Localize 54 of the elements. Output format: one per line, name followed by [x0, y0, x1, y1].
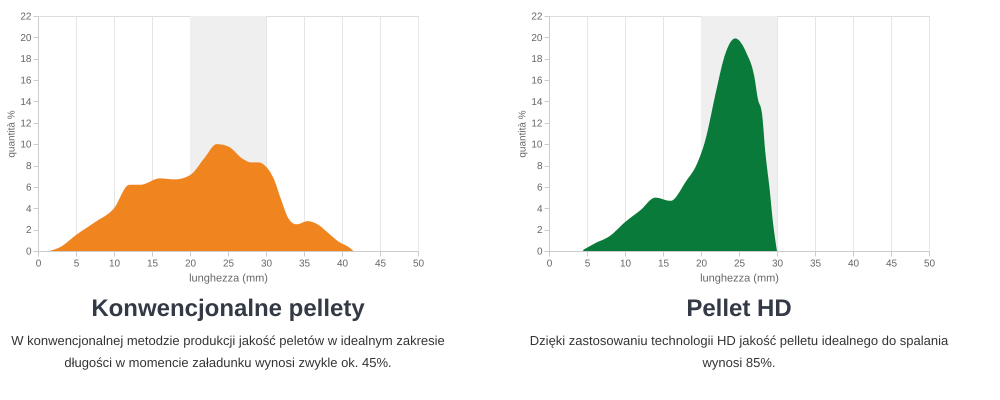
x-tick-label: 50: [924, 258, 936, 270]
x-tick-label: 35: [810, 258, 822, 270]
x-tick-label: 15: [658, 258, 670, 270]
y-tick-label: 20: [20, 32, 32, 44]
y-tick-label: 18: [20, 54, 32, 66]
y-tick-label: 6: [536, 182, 543, 194]
y-tick-label: 0: [536, 246, 543, 258]
text: Pellet HD: [686, 295, 792, 322]
y-tick-label: 4: [26, 204, 32, 215]
x-tick-label: 5: [584, 258, 591, 270]
y-tick-label: 0: [26, 246, 32, 258]
x-tick-label: 50: [412, 258, 424, 270]
y-tick-label: 22: [531, 12, 543, 22]
x-tick-label: 20: [696, 258, 708, 270]
y-tick-label: 8: [26, 161, 32, 172]
y-tick-label: 12: [531, 118, 543, 130]
x-tick-label: 25: [734, 258, 746, 270]
x-tick-label: 15: [146, 258, 158, 270]
y-tick-label: 10: [20, 140, 32, 151]
x-tick-label: 10: [620, 258, 632, 270]
x-tick-label: 25: [222, 258, 234, 270]
y-tick-label: 4: [536, 204, 543, 215]
x-tick-label: 40: [848, 258, 860, 270]
x-tick-label: 0: [36, 258, 42, 270]
y-tick-label: 14: [531, 96, 543, 108]
x-tick-label: 30: [260, 258, 272, 270]
x-tick-label: 20: [184, 258, 196, 270]
text: W konwencjonalnej metodzie produkcji jakość peletów w idealnym zakresie długości w momencie załadunku wynosi zwykle ok. 45%.: [11, 333, 445, 370]
y-tick-label: 10: [531, 140, 543, 151]
x-axis-title: lunghezza (mm): [189, 272, 268, 284]
y-axis-title: quantità %: [517, 110, 528, 158]
y-tick-label: 8: [536, 161, 543, 172]
y-tick-label: 12: [20, 118, 32, 130]
x-tick-label: 35: [298, 258, 310, 270]
x-tick-label: 40: [336, 258, 348, 270]
y-tick-label: 6: [26, 182, 32, 194]
text: Konwencjonalne pellety: [91, 295, 366, 322]
y-tick-label: 22: [20, 12, 32, 22]
x-tick-label: 45: [374, 258, 386, 270]
x-tick-label: 10: [108, 258, 120, 270]
y-tick-label: 2: [26, 225, 32, 236]
x-axis-title: lunghezza (mm): [700, 272, 779, 284]
x-tick-label: 45: [886, 258, 898, 270]
x-tick-label: 30: [772, 258, 784, 270]
text: Dzięki zastosowaniu technologii HD jakość pelletu idealnego do spalania wynosi 85%.: [530, 333, 949, 370]
y-tick-label: 20: [531, 32, 543, 44]
y-tick-label: 18: [531, 54, 543, 66]
y-axis-title: quantità %: [6, 110, 18, 158]
y-tick-label: 16: [20, 76, 32, 87]
y-tick-label: 2: [536, 225, 543, 236]
y-tick-label: 14: [20, 96, 32, 108]
x-tick-label: 5: [74, 258, 80, 270]
x-tick-label: 0: [546, 258, 553, 270]
y-tick-label: 16: [531, 76, 543, 87]
